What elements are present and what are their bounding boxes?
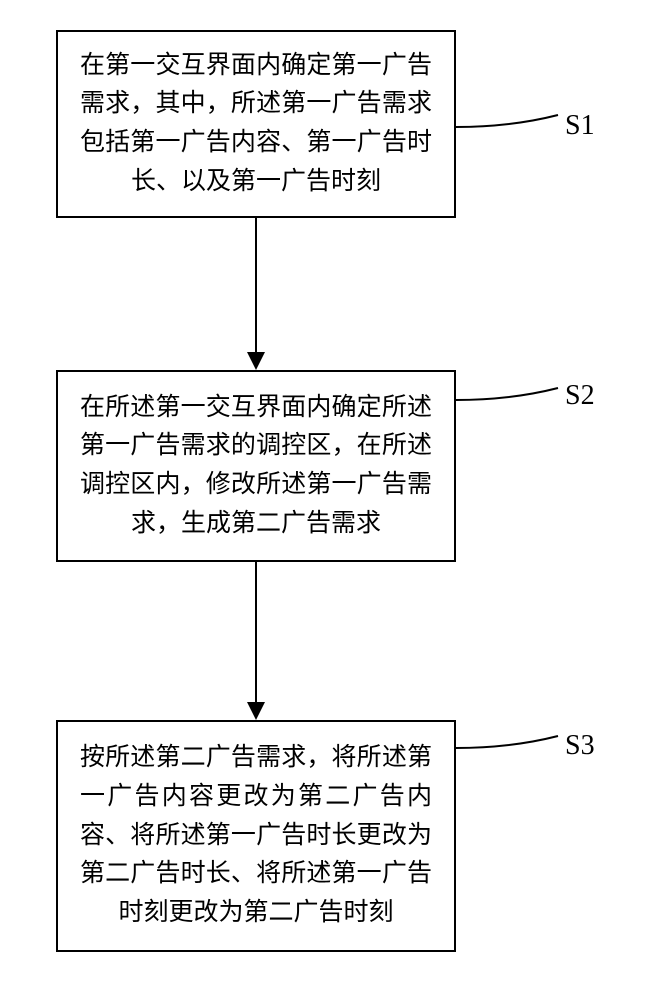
label-s2: S2 <box>565 380 595 412</box>
arrow-s2-s3-head <box>247 702 265 720</box>
flow-step-s1-text: 在第一交互界面内确定第一广告需求，其中，所述第一广告需求包括第一广告内容、第一广… <box>80 47 432 202</box>
label-s1: S1 <box>565 110 595 142</box>
flow-step-s3-text: 按所述第二广告需求，将所述第一广告内容更改为第二广告内容、将所述第一广告时长更改… <box>80 739 432 933</box>
flow-step-s2: 在所述第一交互界面内确定所述第一广告需求的调控区，在所述调控区内，修改所述第一广… <box>56 370 456 562</box>
connector-s3 <box>456 726 566 766</box>
connector-s1 <box>456 105 566 145</box>
flow-step-s1: 在第一交互界面内确定第一广告需求，其中，所述第一广告需求包括第一广告内容、第一广… <box>56 30 456 218</box>
arrow-s2-s3-line <box>255 562 257 702</box>
connector-s2 <box>456 378 566 418</box>
flow-step-s2-text: 在所述第一交互界面内确定所述第一广告需求的调控区，在所述调控区内，修改所述第一广… <box>80 389 432 544</box>
label-s3: S3 <box>565 730 595 762</box>
arrow-s1-s2-head <box>247 352 265 370</box>
arrow-s1-s2-line <box>255 218 257 352</box>
flow-step-s3: 按所述第二广告需求，将所述第一广告内容更改为第二广告内容、将所述第一广告时长更改… <box>56 720 456 952</box>
